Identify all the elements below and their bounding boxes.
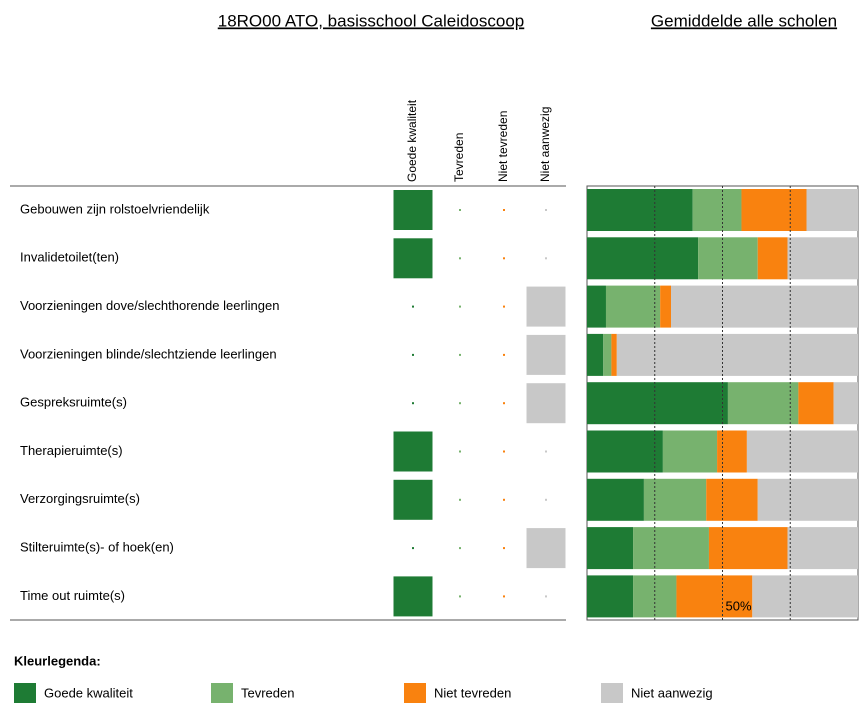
row-label: Stilteruimte(s)- of hoek(en) <box>20 540 174 555</box>
empty-dot <box>503 450 505 453</box>
answer-box <box>526 334 566 375</box>
row-label: Verzorgingsruimte(s) <box>20 491 140 506</box>
empty-dot <box>503 402 505 405</box>
bar-segment <box>662 430 718 473</box>
answer-box <box>393 479 433 520</box>
empty-dot <box>545 257 547 260</box>
empty-dot <box>459 450 461 453</box>
bar-segment <box>587 189 693 231</box>
answer-box <box>393 238 433 279</box>
row-label: Gebouwen zijn rolstoelvriendelijk <box>20 201 210 216</box>
bar-segment <box>587 575 634 618</box>
row-label: Invalidetoilet(ten) <box>20 250 119 265</box>
bar-segment <box>587 237 699 280</box>
answer-box <box>393 431 433 472</box>
bar-segment <box>746 430 858 473</box>
bar-segment <box>692 189 742 231</box>
empty-dot <box>459 402 461 405</box>
bar-segment <box>706 478 758 521</box>
bar-segment <box>587 333 604 376</box>
column-header: Niet tevreden <box>496 111 510 182</box>
answer-box <box>526 286 566 327</box>
empty-dot <box>412 402 414 405</box>
empty-dot <box>503 595 505 598</box>
bar-segment <box>727 382 799 425</box>
empty-dot <box>459 305 461 308</box>
column-header: Tevreden <box>452 133 466 182</box>
bar-segment <box>611 333 617 376</box>
empty-dot <box>503 257 505 260</box>
empty-dot <box>545 209 547 211</box>
empty-dot <box>459 353 461 356</box>
bar-segment <box>798 382 834 425</box>
legend-label: Goede kwaliteit <box>44 685 133 700</box>
empty-dot <box>459 257 461 260</box>
empty-dot <box>503 353 505 356</box>
chart-title: Gemiddelde alle scholen <box>651 11 837 30</box>
empty-dot <box>412 305 414 308</box>
school-title: 18RO00 ATO, basisschool Caleidoscoop <box>218 11 525 30</box>
row-label: Gespreksruimte(s) <box>20 395 127 410</box>
bar-segment <box>616 333 858 376</box>
empty-dot <box>545 498 547 501</box>
row-label: Therapieruimte(s) <box>20 443 123 458</box>
legend-swatch <box>14 683 36 703</box>
bar-segment <box>587 430 663 473</box>
bar-segment <box>587 285 606 328</box>
empty-dot <box>459 595 461 598</box>
row-label: Voorzieningen blinde/slechtziende leerli… <box>20 346 277 361</box>
empty-dot <box>503 209 505 211</box>
bar-segment <box>603 333 612 376</box>
bar-segment <box>587 478 644 521</box>
empty-dot <box>459 498 461 501</box>
column-header: Goede kwaliteit <box>405 99 419 182</box>
bar-segment <box>587 382 728 425</box>
legend-swatch <box>211 683 233 703</box>
bar-segment <box>660 285 672 328</box>
row-label: Voorzieningen dove/slechthorende leerlin… <box>20 298 279 313</box>
bar-segment <box>605 285 661 328</box>
bar-segment <box>671 285 858 328</box>
empty-dot <box>503 547 505 550</box>
empty-dot <box>412 547 414 550</box>
bar-segment <box>708 527 788 570</box>
empty-dot <box>503 305 505 308</box>
empty-dot <box>503 498 505 501</box>
bar-segment <box>787 527 858 570</box>
x-tick-label: 50% <box>726 598 752 613</box>
bar-segment <box>676 575 753 618</box>
bar-segment <box>787 237 858 280</box>
empty-dot <box>459 547 461 550</box>
bar-segment <box>698 237 758 280</box>
empty-dot <box>459 209 461 211</box>
legend-swatch <box>601 683 623 703</box>
bar-segment <box>717 430 747 473</box>
bar-segment <box>741 189 807 231</box>
bar-segment <box>833 382 858 425</box>
row-label: Time out ruimte(s) <box>20 588 125 603</box>
empty-dot <box>412 353 414 356</box>
bar-segment <box>757 478 858 521</box>
answer-box <box>393 190 433 230</box>
bar-segment <box>757 237 788 280</box>
legend-swatch <box>404 683 426 703</box>
legend-title: Kleurlegenda: <box>14 653 101 668</box>
answer-box <box>393 576 433 617</box>
bar-segment <box>752 575 858 618</box>
bar-segment <box>633 527 709 570</box>
empty-dot <box>545 450 547 453</box>
bar-segment <box>806 189 858 231</box>
answer-box <box>526 383 566 424</box>
bar-segment <box>587 527 634 570</box>
bar-segment <box>643 478 707 521</box>
column-header: Niet aanwezig <box>538 107 552 182</box>
legend-label: Tevreden <box>241 685 294 700</box>
legend-label: Niet tevreden <box>434 685 511 700</box>
empty-dot <box>545 595 547 598</box>
answer-box <box>526 528 566 569</box>
legend-label: Niet aanwezig <box>631 685 713 700</box>
